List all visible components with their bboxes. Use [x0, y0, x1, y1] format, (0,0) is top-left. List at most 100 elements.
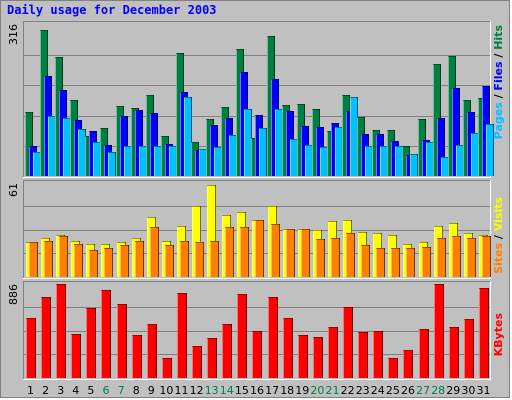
x-tick-label-day-13: 13	[205, 384, 219, 397]
bar-kbytes-day-10	[162, 358, 172, 378]
x-tick-label-day-2: 2	[42, 384, 49, 397]
bar-sites-day-13	[210, 241, 219, 277]
x-tick-label-day-14: 14	[220, 384, 234, 397]
bar-kbytes-day-30	[464, 319, 474, 378]
bar-files-day-29	[452, 88, 460, 176]
bar-sites-day-30	[467, 238, 476, 277]
bar-sites-day-20	[316, 239, 325, 277]
kbytes-legend: KBytes	[492, 313, 505, 357]
hits-ymax-label: 316	[7, 24, 20, 45]
bar-pages-day-23	[365, 146, 373, 176]
x-tick-label-day-16: 16	[250, 384, 264, 397]
bar-pages-day-6	[108, 152, 116, 176]
x-tick-label-day-1: 1	[27, 384, 34, 397]
bar-pages-day-5	[93, 142, 101, 176]
bar-pages-day-24	[380, 146, 388, 176]
bar-sites-day-25	[391, 248, 400, 277]
bar-sites-day-26	[406, 248, 415, 277]
visits-legend: Sites / Visits	[492, 197, 505, 274]
hits-legend: Pages / Files / Hits	[492, 25, 505, 140]
bar-sites-day-8	[135, 241, 144, 277]
hits-legend-hits: Hits	[492, 25, 505, 50]
bar-pages-day-26	[410, 154, 418, 176]
bar-kbytes-day-24	[373, 331, 383, 378]
x-tick-label-day-3: 3	[57, 384, 64, 397]
bar-sites-day-31	[482, 236, 491, 277]
bar-pages-day-8	[139, 146, 147, 176]
bar-files-day-28	[437, 118, 445, 176]
bar-pages-day-16	[259, 128, 267, 176]
bar-kbytes-day-2	[41, 297, 51, 378]
bar-kbytes-day-3	[56, 284, 66, 378]
hits-legend-separator: /	[492, 91, 505, 103]
bar-kbytes-day-1	[26, 318, 36, 378]
x-tick-label-day-18: 18	[280, 384, 294, 397]
bar-pages-day-20	[320, 147, 328, 176]
bar-kbytes-day-11	[177, 293, 187, 378]
bar-pages-day-13	[214, 147, 222, 176]
bar-pages-day-3	[63, 118, 71, 176]
x-tick-label-day-4: 4	[72, 384, 79, 397]
bar-pages-day-31	[486, 124, 494, 176]
bar-pages-day-7	[124, 146, 132, 176]
bar-pages-day-29	[456, 145, 464, 176]
x-tick-label-day-9: 9	[148, 384, 155, 397]
bar-pages-day-15	[244, 109, 252, 176]
visits-legend-sites: Sites	[492, 242, 505, 273]
bar-kbytes-day-15	[237, 294, 247, 378]
bar-sites-day-6	[104, 248, 113, 277]
bar-sites-day-11	[180, 241, 189, 277]
bar-kbytes-day-18	[283, 318, 293, 378]
bar-pages-day-14	[229, 135, 237, 176]
bar-kbytes-day-7	[117, 304, 127, 378]
bar-sites-day-7	[120, 245, 129, 277]
bar-pages-day-19	[305, 145, 313, 176]
chart-title: Daily usage for December 2003	[7, 3, 217, 17]
bar-sites-day-28	[437, 238, 446, 277]
bar-pages-day-21	[335, 127, 343, 176]
x-tick-label-day-19: 19	[295, 384, 309, 397]
hits-legend-pages: Pages	[492, 102, 505, 140]
bar-kbytes-day-28	[434, 284, 444, 378]
x-tick-label-day-5: 5	[87, 384, 94, 397]
bar-sites-day-2	[44, 241, 53, 277]
bar-pages-day-22	[350, 97, 358, 176]
bar-sites-day-24	[376, 248, 385, 277]
bar-sites-day-15	[240, 227, 249, 277]
bar-sites-day-12	[195, 242, 204, 277]
x-tick-label-day-12: 12	[190, 384, 204, 397]
bar-pages-day-12	[199, 149, 207, 176]
kbytes-legend-kbytes: KBytes	[492, 313, 505, 357]
bar-kbytes-day-19	[298, 335, 308, 378]
bar-kbytes-day-29	[449, 327, 459, 378]
bar-kbytes-day-5	[86, 308, 96, 378]
x-tick-label-day-15: 15	[235, 384, 249, 397]
x-tick-label-day-27: 27	[416, 384, 430, 397]
bar-sites-day-19	[301, 229, 310, 277]
bar-sites-day-16	[255, 220, 264, 277]
bar-kbytes-day-31	[479, 288, 489, 378]
bar-kbytes-day-8	[132, 335, 142, 378]
x-tick-label-day-28: 28	[431, 384, 445, 397]
x-tick-label-day-26: 26	[401, 384, 415, 397]
bar-kbytes-day-27	[419, 329, 429, 378]
bar-kbytes-day-14	[222, 324, 232, 378]
x-tick-label-day-22: 22	[341, 384, 355, 397]
bar-pages-day-18	[290, 139, 298, 176]
bar-kbytes-day-23	[358, 332, 368, 378]
bar-pages-day-10	[169, 146, 177, 176]
x-tick-label-day-24: 24	[371, 384, 385, 397]
bar-sites-day-3	[59, 236, 68, 277]
x-tick-label-day-21: 21	[326, 384, 340, 397]
bar-sites-day-4	[74, 244, 83, 277]
bar-sites-day-23	[361, 245, 370, 277]
bar-kbytes-day-20	[313, 337, 323, 378]
x-tick-label-day-25: 25	[386, 384, 400, 397]
bar-sites-day-17	[271, 224, 280, 277]
bar-kbytes-day-4	[71, 334, 81, 378]
bar-sites-day-14	[225, 227, 234, 277]
bar-sites-day-9	[150, 227, 159, 277]
kbytes-ymax-label: 886	[7, 284, 20, 305]
bar-pages-day-9	[154, 146, 162, 176]
